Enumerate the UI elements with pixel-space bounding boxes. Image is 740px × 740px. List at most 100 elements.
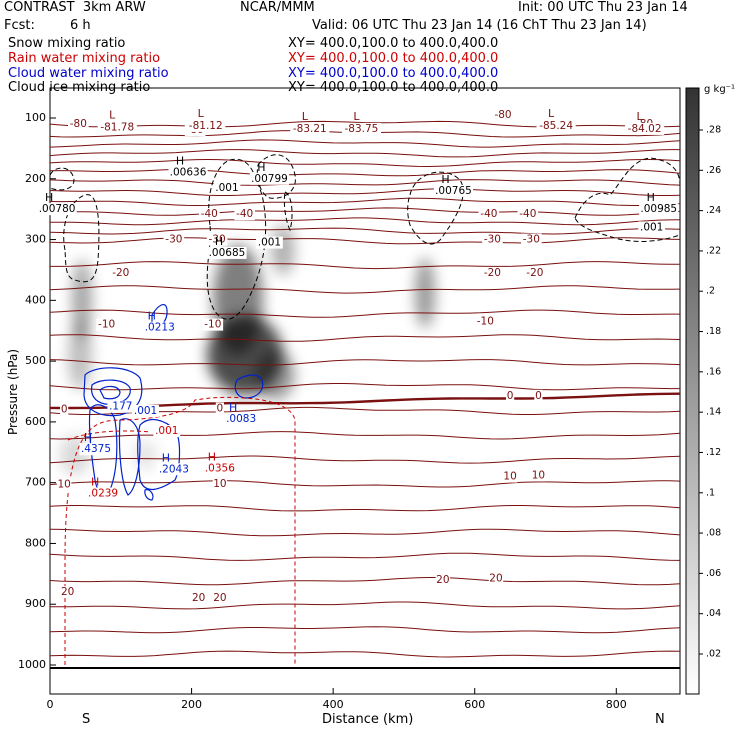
colorbar-tick-label: .08 [706, 528, 721, 539]
isotherm-line [49, 577, 681, 586]
x-tick-label: 200 [181, 698, 202, 711]
chart-labels: -80-80-80-80-40-40-40-40-30-30-30-30-20-… [37, 107, 679, 605]
colorbar-tick-label: .1 [706, 487, 715, 498]
isotherm-label: 0 [535, 390, 542, 402]
y-tick-label: 900 [25, 597, 46, 610]
isotherm-label-bg [488, 572, 504, 585]
isotherm-label: 20 [192, 592, 205, 604]
snow-max-marker: H [45, 191, 53, 204]
field-name-cloud-water: Cloud water mixing ratio [8, 66, 169, 81]
isotherm-label-bg [492, 108, 514, 121]
valid-time: Valid: 06 UTC Thu 23 Jan 14 (16 ChT Thu … [312, 18, 647, 33]
colorbar-tick-label: .18 [706, 326, 721, 337]
cloud-water-max-marker: H [162, 451, 170, 464]
x-tick-label: 600 [464, 698, 485, 711]
isotherm-line [49, 207, 681, 216]
colorbar-tick-label: .04 [706, 608, 721, 619]
rain-contours [64, 396, 296, 665]
cloud-water-max-marker: H [148, 310, 156, 323]
low-value: -84.02 [628, 123, 662, 135]
snow-contour-label: .001 [258, 237, 281, 249]
isotherm-label: 0 [507, 390, 514, 402]
snow-max-marker: H [215, 235, 223, 248]
field-xy-snow: XY= 400.0,100.0 to 400.0,400.0 [288, 36, 499, 51]
cloud-water-max-value-bg [79, 443, 113, 456]
snow-max-value-bg [37, 203, 77, 216]
rain-contour-label: .001 [155, 425, 178, 437]
cloud-water-max-marker: H [229, 401, 237, 414]
fcst-value: 6 h [70, 18, 91, 33]
isotherm-line [49, 480, 681, 488]
model-title: CONTRAST 3km ARW [4, 0, 146, 15]
field-xy-cloud-water: XY= 400.0,100.0 to 400.0,400.0 [288, 66, 499, 81]
cloud-water-contour [99, 385, 121, 400]
isotherm-line [49, 217, 681, 226]
snow-max-marker: H [257, 161, 265, 174]
isotherm-line [50, 261, 680, 270]
org-label: NCAR/MMM [240, 0, 315, 15]
snow-max-value-bg [249, 172, 290, 185]
isotherm-line [49, 455, 681, 464]
isotherm-line [49, 431, 681, 440]
isotherm-label: -80 [70, 118, 87, 130]
cloud-water-contour [234, 374, 264, 399]
cloud-water-max-value: .2043 [159, 463, 189, 475]
cloud-water-contour [83, 367, 143, 417]
snow-contour [283, 191, 293, 232]
isotherm-label: -10 [98, 319, 115, 331]
isotherm-label: 10 [532, 469, 545, 481]
low-value-bg [186, 119, 226, 132]
field-name-rain: Rain water mixing ratio [8, 51, 161, 66]
isotherm-label-bg [163, 233, 185, 246]
field-xy-rain: XY= 400.0,100.0 to 400.0,400.0 [288, 51, 499, 66]
low-value-bg [341, 122, 382, 135]
cloud-water-contour [137, 418, 181, 490]
cloud-water-contour [144, 489, 154, 501]
isotherm-label: 20 [61, 586, 74, 598]
snow-max-value: .00780 [39, 203, 76, 215]
cloud-water-contour-label-bg [107, 400, 135, 413]
isotherm-label: -10 [204, 319, 221, 331]
snow-max-marker: H [176, 155, 184, 168]
isotherm-label: -10 [477, 316, 494, 328]
low-value-bg [536, 119, 576, 132]
isotherm-line [49, 227, 681, 235]
isotherm-label-bg [191, 592, 206, 605]
isotherm-line [49, 197, 681, 207]
isotherm-label-bg [478, 208, 500, 221]
isotherm-label: -20 [484, 267, 501, 279]
low-value-bg [290, 122, 330, 135]
low-value: -83.75 [345, 123, 379, 135]
isotherm-label-bg [534, 389, 543, 402]
isotherm-label-bg [531, 469, 546, 482]
isotherm-line [49, 309, 680, 318]
colorbar-tick-label: .24 [706, 205, 721, 216]
low-marker: L [637, 110, 644, 123]
snow-contour [63, 194, 100, 283]
isotherm-line [49, 334, 681, 342]
colorbar-tick-label: .02 [706, 649, 721, 660]
isotherm-label-bg [482, 233, 503, 246]
cloud-water-max-marker: H [84, 431, 92, 444]
isotherm-label: -30 [523, 234, 540, 246]
isotherm-line [49, 505, 681, 512]
isotherm-label-bg [506, 389, 515, 402]
y-tick-label: 500 [25, 354, 46, 367]
colorbar-tick-label: .2 [706, 286, 715, 297]
isotherm-label-bg [482, 266, 503, 279]
y-tick-label: 800 [25, 536, 46, 549]
colorbar-tick-label: .06 [706, 568, 721, 579]
isotherm-label: 20 [436, 574, 449, 586]
low-value: -81.12 [189, 120, 223, 132]
isotherm-label-bg [60, 403, 69, 416]
snow-max-value-bg [168, 166, 208, 179]
rain-contour [67, 430, 151, 441]
colorbar-unit: g kg⁻¹ [704, 84, 735, 95]
colorbar-tick-label: .26 [706, 165, 721, 176]
snow-contour-label: .001 [215, 182, 238, 194]
snow-contour [574, 157, 681, 242]
colorbar-tick-label: .16 [706, 366, 721, 377]
isotherm-line [49, 169, 681, 177]
colorbar-tick-label: .22 [706, 245, 721, 256]
